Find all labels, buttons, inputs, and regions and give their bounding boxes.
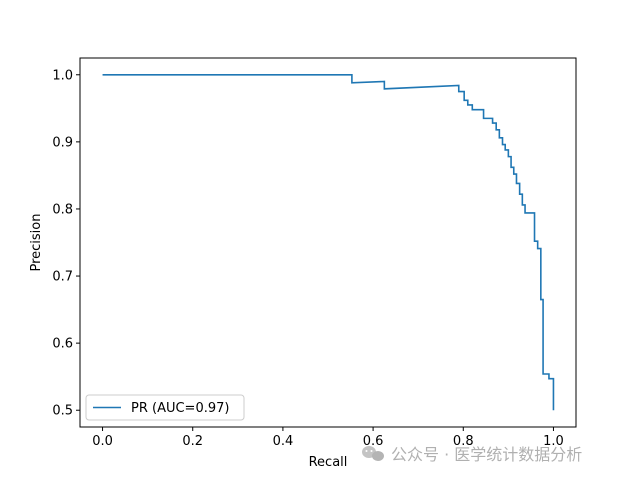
- legend-label: PR (AUC=0.97): [131, 401, 229, 416]
- x-tick-label: 0.4: [273, 434, 294, 449]
- series-line: [102, 73, 555, 411]
- y-axis-label: Precision: [29, 213, 44, 271]
- x-tick-label: 0.2: [182, 434, 203, 449]
- x-tick-label: 0.6: [363, 434, 384, 449]
- y-tick-label: 0.5: [52, 404, 73, 419]
- series-layer: [102, 73, 555, 411]
- y-tick-label: 0.8: [52, 202, 73, 217]
- y-tick-label: 0.7: [52, 270, 73, 285]
- plot-frame: [79, 57, 577, 428]
- x-tick-label: 0.8: [453, 434, 474, 449]
- x-tick-label: 1.0: [543, 434, 564, 449]
- y-tick-label: 1.0: [52, 68, 73, 83]
- watermark: 公众号 · 医学统计数据分析: [362, 445, 582, 464]
- x-tick-label: 0.0: [92, 434, 113, 449]
- legend: PR (AUC=0.97): [85, 394, 245, 421]
- wechat-icon: [362, 446, 384, 461]
- y-tick-label: 0.6: [52, 337, 73, 352]
- x-axis-label: Recall: [309, 455, 348, 470]
- y-tick-label: 0.9: [52, 135, 73, 150]
- ticks-layer: 0.0 0.2 0.4 0.6 0.8 1.0 0.5 0.6 0.7 0.8 0.9 1.0: [52, 68, 563, 449]
- watermark-text: 公众号 · 医学统计数据分析: [391, 445, 582, 464]
- legend-box: [85, 394, 245, 421]
